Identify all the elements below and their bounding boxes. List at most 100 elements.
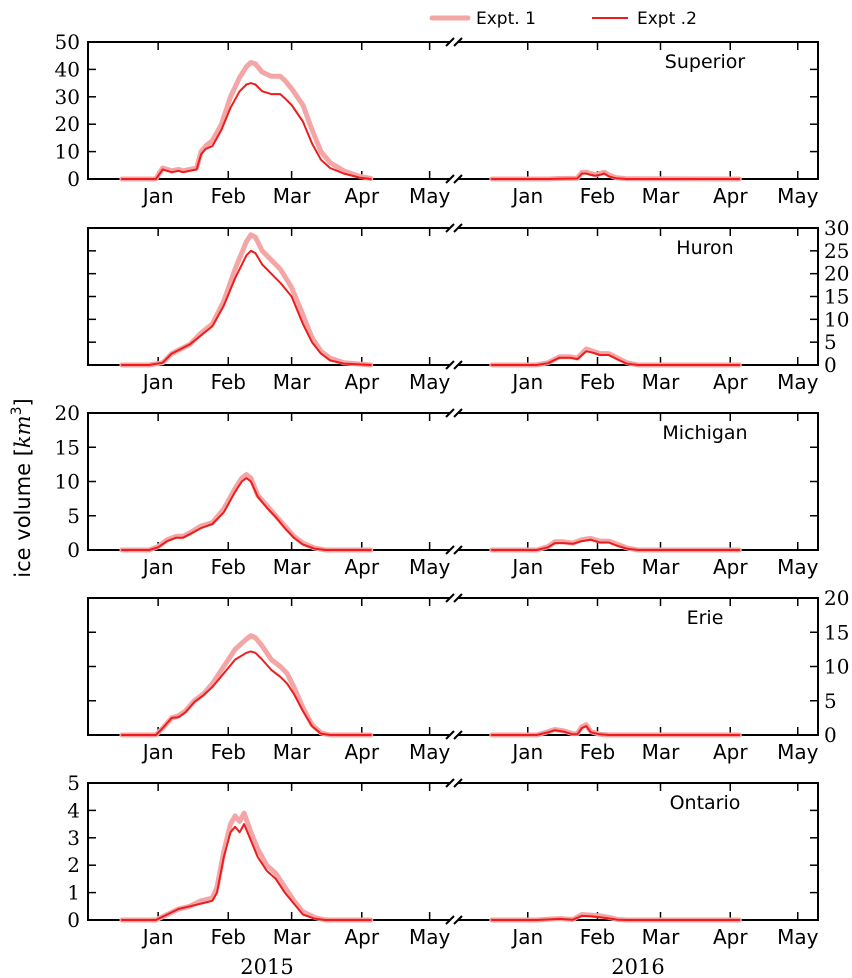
lake-label-michigan: Michigan [662,422,747,444]
y-tick-label: 5 [67,504,80,528]
x-tick-label-feb: Feb [211,184,246,208]
panel-frame-right [458,412,819,551]
x-tick-label-jan: Jan [510,370,543,394]
axis-break-mark [445,593,455,603]
series-line-expt1-2015 [119,633,374,738]
y-tick-label: 10 [55,470,80,494]
panel-frame-left [87,782,450,921]
series-line-expt2-2016 [490,914,741,921]
y-tick-label: 20 [824,262,849,286]
y-tick-label: 0 [824,353,837,377]
axis-break-mark [453,360,463,370]
x-tick-label-jan: Jan [141,555,174,579]
axis-break-mark [445,174,455,184]
y-tick-label: 30 [824,216,849,240]
axis-break-mark [445,778,455,788]
axis-break-mark [453,174,463,184]
series-line-expt2-2015 [120,249,372,366]
panel-frame-left [87,227,450,366]
series-line-expt2-2016 [490,172,741,180]
x-tick-label-feb: Feb [211,740,246,764]
axis-break-mark [453,730,463,740]
panel-superior: 0 10 20 30 40 50 Jan Feb Mar Apr May Jan Feb Mar Apr Ma… [55,30,819,208]
series-line-expt2-2015 [120,477,372,551]
x-tick-label-feb: Feb [580,740,615,764]
axis-break-mark [453,223,463,233]
x-tick-label-mar: Mar [273,555,312,579]
series-line-expt1-2015 [119,60,374,182]
y-tick-label: 2 [67,853,80,877]
axis-break-mark [453,37,463,47]
x-tick-label-apr: Apr [344,184,379,208]
x-tick-label-jan: Jan [510,555,543,579]
x-tick-label-apr: Apr [713,925,748,949]
panel-ontario: 0 1 2 3 4 5 Jan Feb Mar Apr May Jan Feb Mar Apr May Onta… [67,771,819,949]
x-tick-label-feb: Feb [580,184,615,208]
y-tick-label: 5 [67,771,80,795]
x-tick-label-mar: Mar [642,555,681,579]
year-label-2015: 2015 [240,955,293,978]
x-tick-label-mar: Mar [642,740,681,764]
axis-break-mark [453,408,463,418]
lake-label-ontario: Ontario [670,792,741,814]
y-tick-label: 5 [824,689,837,713]
panel-frame-right [458,782,819,921]
y-tick-label: 10 [824,655,849,679]
series-line-expt2-2016 [490,538,741,551]
panel-frame-right [458,41,819,180]
y-axis-label-sup: 3 [9,407,25,416]
series-line-expt1-2016 [489,722,742,738]
series-line-expt1-2015 [119,472,374,553]
x-tick-label-mar: Mar [273,740,312,764]
y-tick-label: 20 [55,401,80,425]
y-tick-label: 4 [67,798,80,822]
x-tick-label-may: May [409,740,451,764]
series-line-expt2-2016 [490,350,741,366]
x-tick-label-apr: Apr [344,370,379,394]
x-tick-label-apr: Apr [713,370,748,394]
x-tick-label-mar: Mar [273,370,312,394]
x-tick-label-apr: Apr [344,740,379,764]
x-tick-label-apr: Apr [713,184,748,208]
x-tick-label-may: May [777,370,819,394]
axis-break-mark [445,408,455,418]
axis-break-mark [453,778,463,788]
y-tick-label: 30 [55,85,80,109]
axis-break-mark [445,545,455,555]
lake-label-huron: Huron [676,237,733,259]
x-tick-label-may: May [409,555,451,579]
x-tick-label-feb: Feb [580,925,615,949]
x-tick-label-feb: Feb [211,925,246,949]
x-tick-label-apr: Apr [344,925,379,949]
y-tick-label: 50 [55,30,80,54]
panel-frame-left [87,41,450,180]
x-tick-label-jan: Jan [141,184,174,208]
x-tick-label-feb: Feb [211,370,246,394]
y-tick-label: 0 [67,167,80,191]
y-tick-label: 0 [67,908,80,932]
y-tick-label: 10 [55,140,80,164]
x-tick-label-mar: Mar [273,925,312,949]
y-tick-label: 20 [824,586,849,610]
x-tick-label-mar: Mar [273,184,312,208]
axis-break-mark [445,223,455,233]
x-tick-label-may: May [777,555,819,579]
legend-label-expt1: Expt. 1 [476,9,536,29]
axis-break-mark [453,545,463,555]
x-tick-label-apr: Apr [713,555,748,579]
x-tick-label-apr: Apr [344,555,379,579]
panel-frame-left [87,412,450,551]
y-tick-label: 25 [824,239,849,263]
x-tick-label-jan: Jan [141,370,174,394]
x-tick-label-jan: Jan [510,925,543,949]
x-tick-label-feb: Feb [580,370,615,394]
x-tick-label-may: May [777,184,819,208]
y-tick-label: 20 [55,112,80,136]
x-tick-label-jan: Jan [141,925,174,949]
lake-label-superior: Superior [665,51,746,73]
x-tick-label-mar: Mar [642,370,681,394]
x-tick-label-may: May [777,740,819,764]
